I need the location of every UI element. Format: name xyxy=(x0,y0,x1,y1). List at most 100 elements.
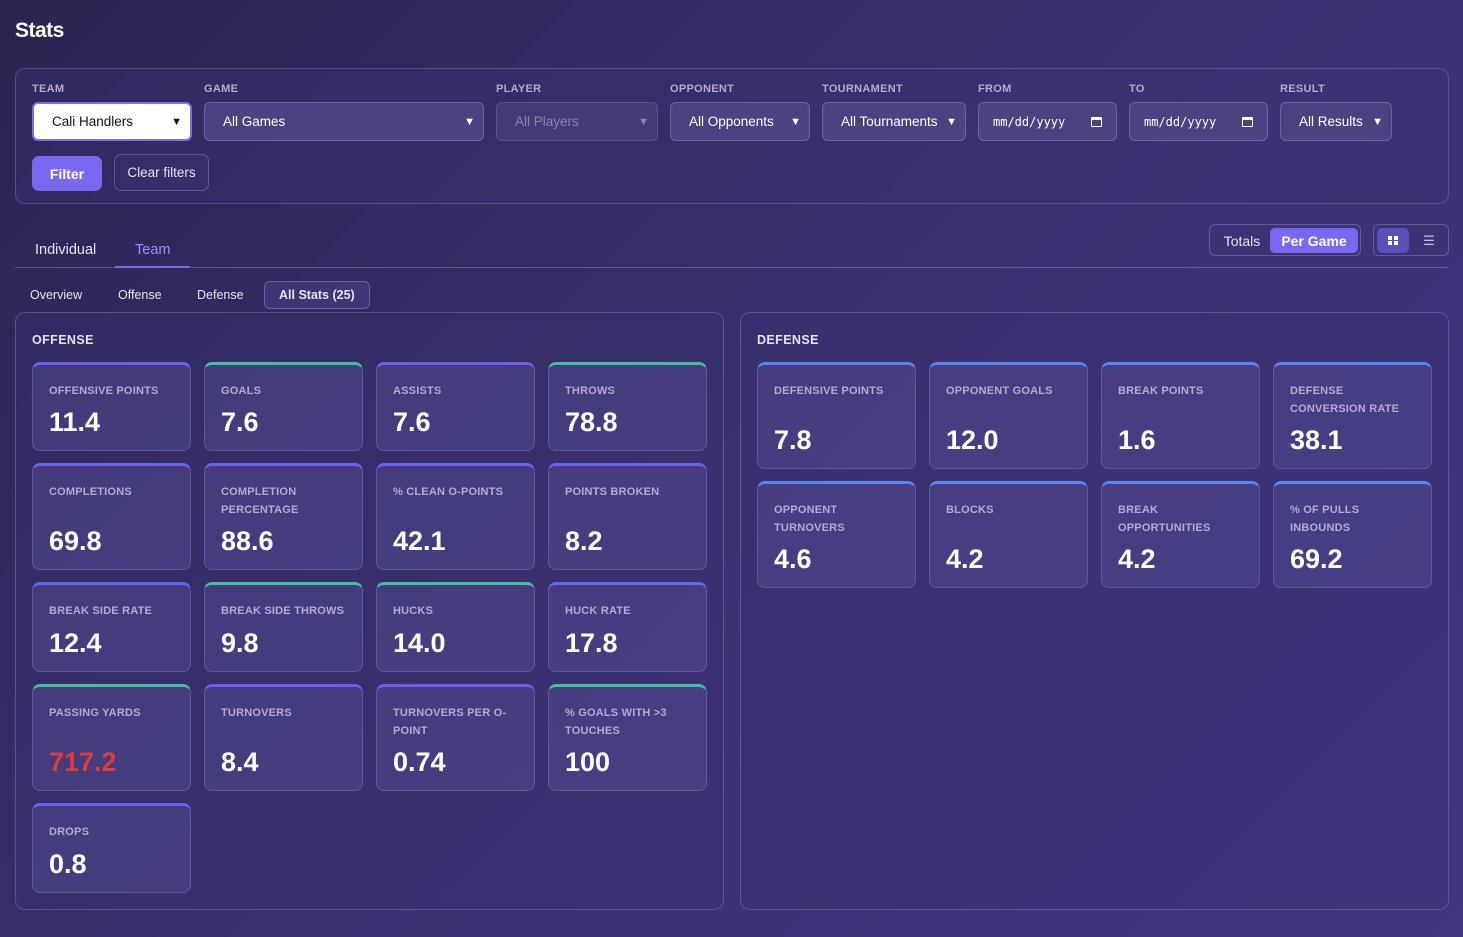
game-filter: GAME All Games ▼ xyxy=(204,83,484,141)
per-game-option[interactable]: Per Game xyxy=(1270,228,1358,253)
stat-label: BREAK POINTS xyxy=(1118,385,1204,397)
team-filter-label: TEAM xyxy=(32,83,65,95)
stat-value: 4.2 xyxy=(946,544,984,574)
stat-label: DEFENSE CONVERSION RATE xyxy=(1290,385,1400,415)
player-filter-label: PLAYER xyxy=(496,83,542,95)
stat-value: 69.2 xyxy=(1290,544,1343,574)
stat-card: BLOCKS 4.2 xyxy=(929,481,1088,588)
calendar-icon[interactable] xyxy=(1091,116,1102,127)
stat-label: COMPLETION PERCENTAGE xyxy=(221,486,299,516)
stat-card: BREAK OPPORTUNITIES 4.2 xyxy=(1101,481,1260,588)
stat-value: 717.2 xyxy=(49,747,117,777)
stat-card: BREAK SIDE RATE 12.4 xyxy=(32,582,191,672)
result-filter: RESULT All Results ▼ xyxy=(1280,83,1392,141)
stat-value: 4.2 xyxy=(1118,544,1156,574)
tournament-select[interactable]: All Tournaments ▼ xyxy=(822,102,966,141)
player-select-value: All Players xyxy=(515,114,579,129)
stat-label: DEFENSIVE POINTS xyxy=(774,385,884,397)
tab-team[interactable]: Team xyxy=(115,242,191,268)
stat-card: DEFENSE CONVERSION RATE 38.1 xyxy=(1273,362,1432,469)
tournament-select-value: All Tournaments xyxy=(841,114,938,129)
stat-value: 14.0 xyxy=(393,628,446,658)
stat-label: BLOCKS xyxy=(946,504,994,516)
stat-label: TURNOVERS xyxy=(221,707,292,719)
stat-label: % GOALS WITH >3 TOUCHES xyxy=(565,707,667,737)
stat-label: % OF PULLS INBOUNDS xyxy=(1290,504,1360,534)
stat-value: 0.74 xyxy=(393,747,446,777)
stat-value: 69.8 xyxy=(49,526,102,556)
chevron-down-icon: ▼ xyxy=(464,115,475,128)
player-select[interactable]: All Players ▼ xyxy=(496,102,658,141)
stat-value: 7.8 xyxy=(774,425,812,455)
stat-card: OPPONENT GOALS 12.0 xyxy=(929,362,1088,469)
opponent-filter-label: OPPONENT xyxy=(670,83,735,95)
tournament-filter-label: TOURNAMENT xyxy=(822,83,904,95)
totals-per-game-toggle: Totals Per Game xyxy=(1209,224,1361,256)
list-icon: ☰ xyxy=(1423,232,1435,248)
stat-card: COMPLETIONS 69.8 xyxy=(32,463,191,570)
filter-button[interactable]: Filter xyxy=(32,156,102,191)
to-filter: TO mm/dd/yyyy xyxy=(1129,83,1268,141)
stat-label: BREAK SIDE RATE xyxy=(49,605,153,617)
grid-view-button[interactable] xyxy=(1377,228,1409,253)
stat-card: PASSING YARDS 717.2 xyxy=(32,684,191,791)
stat-value: 17.8 xyxy=(565,628,618,658)
result-select[interactable]: All Results ▼ xyxy=(1280,102,1392,141)
tournament-filter: TOURNAMENT All Tournaments ▼ xyxy=(822,83,966,141)
subtab-defense[interactable]: Defense xyxy=(197,288,244,302)
from-filter: FROM mm/dd/yyyy xyxy=(978,83,1117,141)
totals-option[interactable]: Totals xyxy=(1223,232,1261,249)
result-select-value: All Results xyxy=(1299,114,1363,129)
chevron-down-icon: ▼ xyxy=(790,115,801,128)
player-filter: PLAYER All Players ▼ xyxy=(496,83,658,141)
from-filter-label: FROM xyxy=(978,83,1012,95)
stat-card: DROPS 0.8 xyxy=(32,803,191,893)
stat-card: DEFENSIVE POINTS 7.8 xyxy=(757,362,916,469)
stat-value: 78.8 xyxy=(565,407,618,437)
game-select[interactable]: All Games ▼ xyxy=(204,102,484,141)
stat-value: 7.6 xyxy=(221,407,259,437)
stat-label: BREAK SIDE THROWS xyxy=(221,605,345,617)
chevron-down-icon: ▼ xyxy=(171,115,182,128)
result-filter-label: RESULT xyxy=(1280,83,1325,95)
tab-individual[interactable]: Individual xyxy=(35,242,97,258)
stat-card: % GOALS WITH >3 TOUCHES 100 xyxy=(548,684,707,791)
stat-card: OPPONENT TURNOVERS 4.6 xyxy=(757,481,916,588)
chevron-down-icon: ▼ xyxy=(638,115,649,128)
opponent-select-value: All Opponents xyxy=(689,114,774,129)
list-view-button[interactable]: ☰ xyxy=(1413,228,1445,253)
stat-card: BREAK POINTS 1.6 xyxy=(1101,362,1260,469)
stat-label: DROPS xyxy=(49,826,90,838)
stat-card: % CLEAN O-POINTS 42.1 xyxy=(376,463,535,570)
subtab-all-stats[interactable]: All Stats (25) xyxy=(264,281,370,309)
from-date-input[interactable]: mm/dd/yyyy xyxy=(978,102,1117,141)
offense-panel: OFFENSE OFFENSIVE POINTS 11.4 GOALS 7.6 ASSI… xyxy=(15,312,724,910)
team-select[interactable]: Cali Handlers ▼ xyxy=(32,102,192,141)
stat-label: % CLEAN O-POINTS xyxy=(393,486,504,498)
stat-value: 88.6 xyxy=(221,526,274,556)
to-date-input[interactable]: mm/dd/yyyy xyxy=(1129,102,1268,141)
to-filter-label: TO xyxy=(1129,83,1145,95)
subtab-overview[interactable]: Overview xyxy=(30,288,83,302)
stat-label: HUCK RATE xyxy=(565,605,631,617)
stat-value: 8.4 xyxy=(221,747,259,777)
chevron-down-icon: ▼ xyxy=(1372,115,1383,128)
stat-card: HUCK RATE 17.8 xyxy=(548,582,707,672)
game-filter-label: GAME xyxy=(204,83,239,95)
stat-label: BREAK OPPORTUNITIES xyxy=(1118,504,1211,534)
stat-value: 4.6 xyxy=(774,544,812,574)
stat-value: 12.4 xyxy=(49,628,102,658)
stat-value: 38.1 xyxy=(1290,425,1343,455)
opponent-select[interactable]: All Opponents ▼ xyxy=(670,102,810,141)
stat-value: 8.2 xyxy=(565,526,603,556)
grid-icon xyxy=(1388,236,1398,245)
stat-value: 7.6 xyxy=(393,407,431,437)
team-select-value: Cali Handlers xyxy=(52,114,134,129)
view-mode-toggle: ☰ xyxy=(1373,224,1449,256)
clear-filters-button[interactable]: Clear filters xyxy=(114,154,209,191)
stat-value: 100 xyxy=(565,747,611,777)
stat-label: OPPONENT TURNOVERS xyxy=(774,504,845,534)
stat-card: OFFENSIVE POINTS 11.4 xyxy=(32,362,191,451)
subtab-offense[interactable]: Offense xyxy=(118,288,162,302)
calendar-icon[interactable] xyxy=(1242,116,1253,127)
